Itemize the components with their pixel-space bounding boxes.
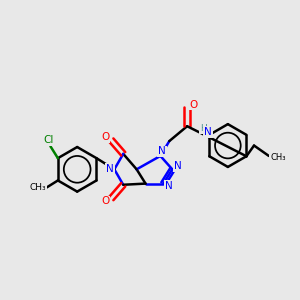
Text: O: O <box>189 100 197 110</box>
Text: N: N <box>106 164 114 174</box>
Text: H: H <box>200 124 207 133</box>
Text: CH₃: CH₃ <box>29 183 46 192</box>
Text: Cl: Cl <box>44 135 54 145</box>
Text: N: N <box>165 181 172 191</box>
Text: N: N <box>158 146 166 157</box>
Text: O: O <box>101 196 110 206</box>
Text: CH₃: CH₃ <box>270 153 286 162</box>
Text: N: N <box>204 127 212 137</box>
Text: N: N <box>174 161 182 171</box>
Text: O: O <box>101 132 110 142</box>
